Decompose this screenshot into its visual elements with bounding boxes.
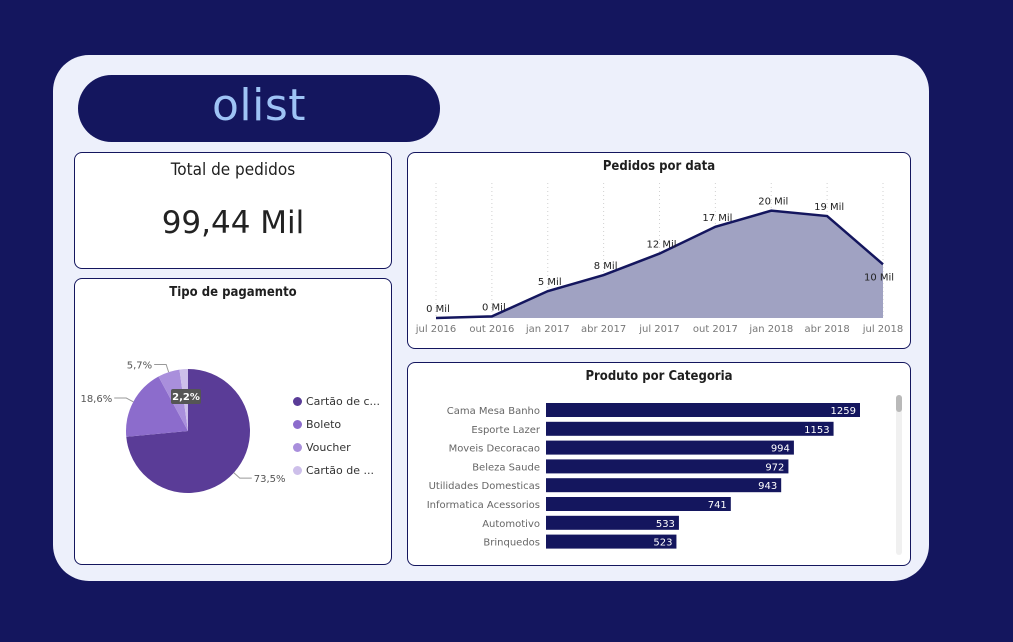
bar-data-label: 972 (765, 462, 784, 473)
category-label: Moveis Decoracao (449, 444, 540, 455)
pie-data-label: 5,7% (127, 360, 152, 371)
legend-label: Cartão de ... (306, 464, 374, 477)
product-category-title: Produto por Categoria (585, 369, 733, 384)
scrollbar-thumb[interactable] (896, 395, 902, 412)
pie-tooltip-box (171, 389, 201, 404)
line-data-label: 10 Mil (864, 272, 894, 283)
category-label: Beleza Saude (472, 462, 540, 473)
category-label: Informatica Acessorios (427, 500, 540, 511)
x-tick-label: jan 2018 (748, 324, 793, 335)
legend-swatch (293, 420, 302, 429)
x-tick-label: out 2016 (469, 324, 514, 335)
category-bar[interactable] (546, 421, 834, 436)
line-data-label: 17 Mil (702, 213, 732, 224)
product-category-card[interactable]: Produto por Categoria Cama Mesa Banho 125… (407, 362, 911, 566)
payment-type-title: Tipo de pagamento (169, 285, 297, 300)
bar-data-label: 1259 (831, 406, 856, 417)
legend-item[interactable]: Cartão de c... (293, 390, 380, 413)
bar-data-label: 533 (656, 519, 675, 530)
legend-item[interactable]: Boleto (293, 413, 380, 436)
category-scrollbar[interactable] (896, 395, 902, 555)
logo-text: olist (211, 80, 307, 131)
x-tick-label: jul 2017 (638, 324, 680, 335)
x-tick-label: abr 2017 (581, 324, 626, 335)
category-bar[interactable] (546, 440, 794, 455)
orders-by-date-card[interactable]: Pedidos por data 0 Mil 0 Mil 5 Mil 8 Mil 12 … (407, 152, 911, 349)
line-data-label: 19 Mil (814, 202, 844, 213)
x-tick-label: out 2017 (693, 324, 738, 335)
x-tick-label: abr 2018 (805, 324, 850, 335)
legend-swatch (293, 466, 302, 475)
category-label: Esporte Lazer (471, 425, 540, 436)
bar-data-label: 943 (758, 481, 777, 492)
category-bar[interactable] (546, 403, 860, 417)
legend-item[interactable]: Voucher (293, 436, 380, 459)
legend-label: Voucher (306, 441, 351, 454)
line-data-label: 0 Mil (426, 304, 450, 315)
legend-swatch (293, 443, 302, 452)
orders-by-date-chart[interactable]: 0 Mil 0 Mil 5 Mil 8 Mil 12 Mil 17 Mil 20 Mil 19… (408, 153, 910, 348)
total-orders-card[interactable]: Total de pedidos 99,44 Mil (74, 152, 392, 269)
line-data-label: 8 Mil (594, 261, 618, 272)
pie-leader-line (154, 363, 170, 373)
pie-data-label: 73,5% (254, 474, 286, 485)
x-tick-label: jul 2016 (415, 324, 457, 335)
logo-banner: olist (78, 75, 440, 142)
category-bar[interactable] (546, 459, 789, 474)
category-label: Utilidades Domesticas (429, 481, 540, 492)
pie-leader-line (233, 472, 252, 479)
pie-slice[interactable] (126, 376, 188, 437)
legend-label: Boleto (306, 418, 342, 431)
bar-data-label: 994 (771, 444, 790, 455)
bar-data-label: 741 (708, 500, 727, 511)
payment-type-card[interactable]: Tipo de pagamento 73,5% 18,6% 5,7% 2,2% Car… (74, 278, 392, 565)
bar-data-label: 1153 (804, 425, 829, 436)
category-bar[interactable] (546, 515, 679, 530)
product-category-chart[interactable]: Cama Mesa Banho 1259 Esporte Lazer 1153 Move… (408, 363, 910, 565)
category-label: Automotivo (482, 519, 540, 530)
x-tick-label: jul 2018 (862, 324, 904, 335)
category-label: Brinquedos (483, 538, 540, 549)
category-bar[interactable] (546, 497, 731, 511)
pie-leader-line (114, 397, 134, 403)
bar-data-label: 523 (653, 538, 672, 549)
category-bar[interactable] (546, 534, 677, 549)
orders-by-date-title: Pedidos por data (602, 159, 716, 174)
pie-data-label: 2,2% (172, 392, 200, 403)
legend-label: Cartão de c... (306, 395, 381, 408)
total-orders-title: Total de pedidos (170, 160, 296, 180)
legend-item[interactable]: Cartão de ... (293, 459, 380, 482)
line-data-label: 20 Mil (758, 197, 788, 208)
payment-legend: Cartão de c... Boleto Voucher Cartão de ... (293, 390, 380, 482)
line-data-label: 5 Mil (538, 277, 562, 288)
payment-pie-chart[interactable]: 73,5% 18,6% 5,7% 2,2% (75, 279, 391, 564)
category-bar[interactable] (546, 478, 782, 493)
pie-data-label: 18,6% (80, 394, 112, 405)
line-data-label: 12 Mil (646, 240, 676, 251)
line-data-label: 0 Mil (482, 302, 506, 313)
total-orders-value: 99,44 Mil (161, 205, 305, 241)
x-tick-label: jan 2017 (525, 324, 570, 335)
category-label: Cama Mesa Banho (447, 406, 540, 417)
pie-slice[interactable] (126, 369, 250, 493)
legend-swatch (293, 397, 302, 406)
series-line[interactable] (435, 209, 884, 320)
